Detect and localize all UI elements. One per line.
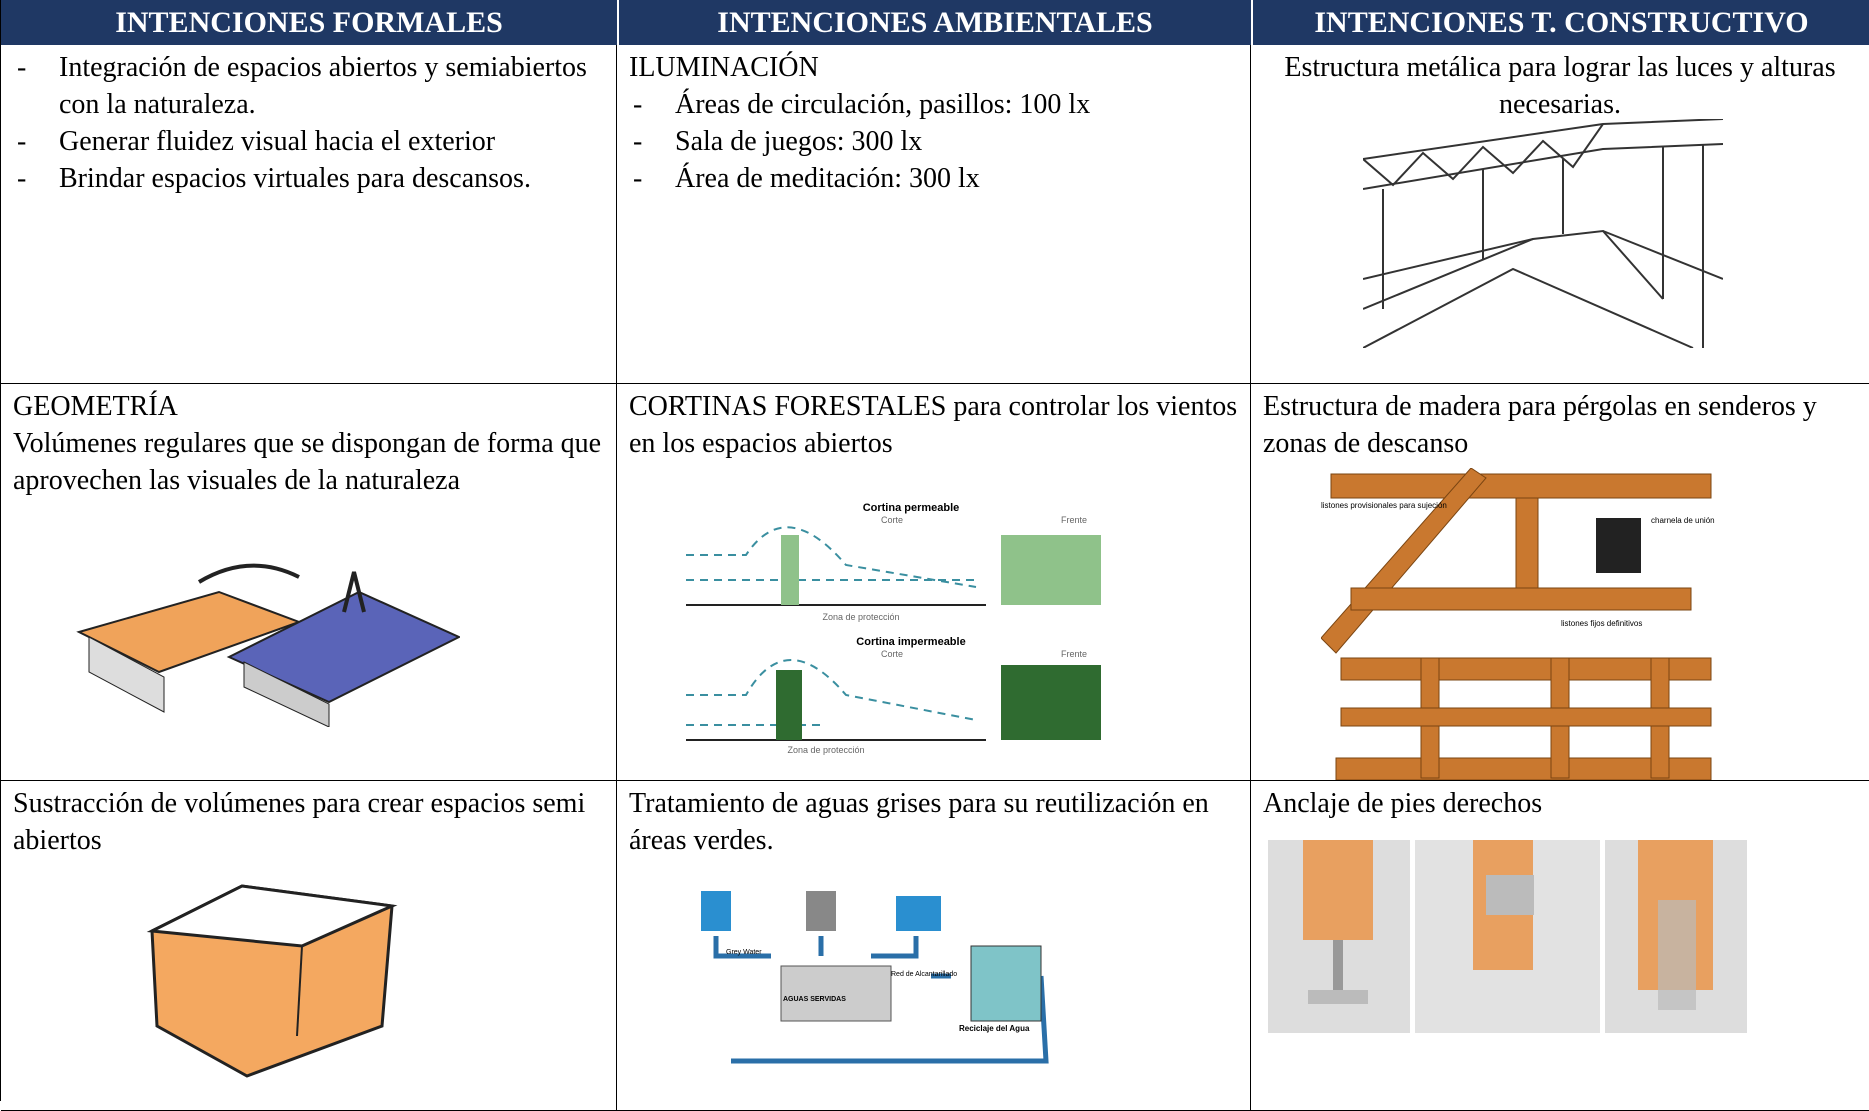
figure-label: Frente (1061, 515, 1087, 525)
figure-label: charnela de unión (1651, 516, 1715, 525)
bullet: Sala de juegos: 300 lx (629, 123, 1238, 160)
heading: GEOMETRÍA (13, 391, 178, 422)
cell-text: Tratamiento de aguas grises para su reut… (629, 788, 1209, 856)
figure-label: Frente (1061, 649, 1087, 659)
cell: Tratamiento de aguas grises para su reut… (617, 781, 1251, 1111)
figure-label: Zona de protección (822, 612, 899, 622)
figure-label: Corte (881, 515, 903, 525)
pergola-figure: listones provisionales para sujeción cha… (1321, 468, 1715, 780)
cell: GEOMETRÍA Volúmenes regulares que se dis… (1, 384, 617, 781)
cell: Estructura metálica para lograr las luce… (1251, 45, 1869, 384)
cell: Sustracción de volúmenes para crear espa… (1, 781, 617, 1111)
figure-label: listones fijos definitivos (1561, 619, 1642, 628)
figure-label: Cortina permeable (863, 502, 960, 514)
figure-label: Zona de protección (787, 745, 864, 755)
header-cell: INTENCIONES FORMALES (1, 0, 617, 45)
heading: ILUMINACIÓN (629, 52, 819, 83)
bullet: Brindar espacios virtuales para descanso… (13, 160, 604, 197)
geometry-sketch (76, 563, 460, 727)
bullet: Áreas de circulación, pasillos: 100 lx (629, 86, 1238, 123)
figure-label: Corte (881, 649, 903, 659)
windbreak-figure: Cortina permeable Corte Frente Zona de p… (686, 502, 1101, 755)
greywater-figure: Grey Water AGUAS SERVIDAS Red de Alcanta… (701, 891, 1049, 1064)
figure-label: Red de Alcantarillado (891, 971, 957, 978)
figure-label: Grey Water (726, 949, 762, 956)
figure-label: AGUAS SERVIDAS (783, 996, 846, 1003)
figure-label: Reciclaje del Agua (959, 1024, 1030, 1033)
steel-truss-figure (1363, 119, 1723, 348)
cell-text: Estructura metálica para lograr las luce… (1284, 52, 1836, 120)
bullet: Área de meditación: 300 lx (629, 160, 1238, 197)
cell-text: Volúmenes regulares que se dispongan de … (13, 428, 602, 496)
header-cell: INTENCIONES AMBIENTALES (617, 0, 1251, 45)
cell: ILUMINACIÓN Áreas de circulación, pasill… (617, 45, 1251, 384)
figure-label: Cortina impermeable (856, 636, 965, 648)
cell: Integración de espacios abiertos y semia… (1, 45, 617, 384)
cell: Estructura de madera para pérgolas en se… (1251, 384, 1869, 781)
figure-label: listones provisionales para sujeción (1321, 501, 1447, 510)
header-cell: INTENCIONES T. CONSTRUCTIVO (1251, 0, 1869, 45)
cell: CORTINAS FORESTALES para controlar los v… (617, 384, 1251, 781)
cell-text: Estructura de madera para pérgolas en se… (1263, 391, 1817, 459)
cell-text: Anclaje de pies derechos (1263, 788, 1543, 819)
post-anchor-figure (1268, 840, 1747, 1033)
bullet: Integración de espacios abiertos y semia… (13, 49, 604, 123)
bullet: Generar fluidez visual hacia el exterior (13, 123, 604, 160)
cell-text: Sustracción de volúmenes para crear espa… (13, 788, 586, 856)
subtraction-sketch (146, 884, 398, 1078)
cell-text: CORTINAS FORESTALES para controlar los v… (629, 391, 1238, 459)
